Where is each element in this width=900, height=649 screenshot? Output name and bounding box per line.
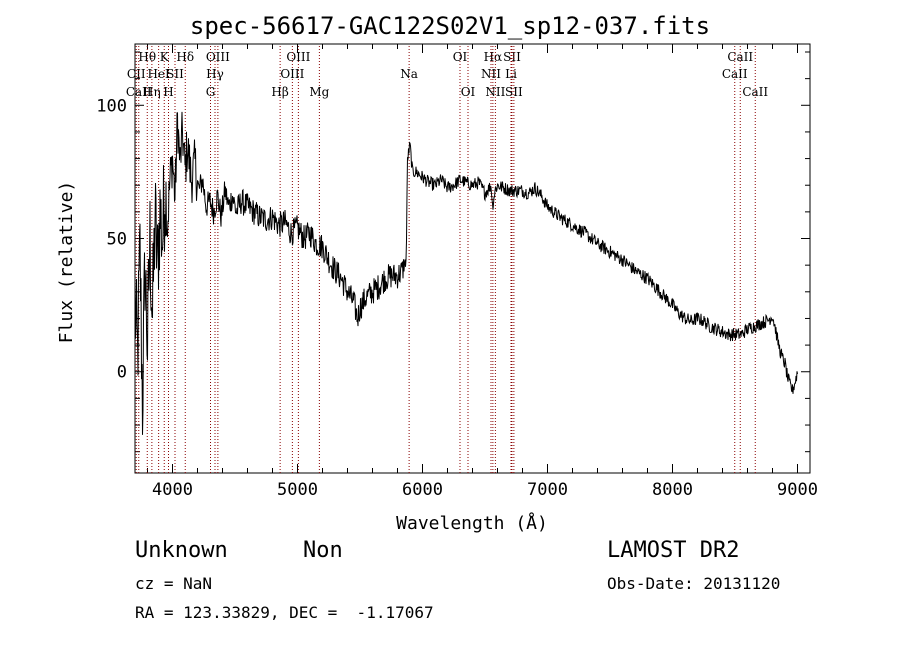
spectral-line-label: Hγ bbox=[206, 67, 224, 81]
spectral-line-label: CaII bbox=[722, 67, 748, 81]
chart-title: spec-56617-GAC122S02V1_sp12-037.fits bbox=[190, 12, 710, 40]
spectral-line-label: Hη bbox=[143, 85, 161, 99]
y-axis-label: Flux (relative) bbox=[56, 181, 77, 344]
spectral-line-label: Hα bbox=[484, 50, 503, 64]
spectral-line-label: OIII bbox=[206, 50, 230, 64]
spectral-line-label: OI bbox=[461, 85, 476, 99]
redshift-label: cz = NaN bbox=[135, 574, 213, 593]
spectral-line-label: CII bbox=[127, 67, 146, 81]
spectral-line-label: Hθ bbox=[138, 50, 156, 64]
spectrum-line bbox=[134, 111, 798, 435]
x-axis-label: Wavelength (Å) bbox=[396, 512, 548, 534]
spectral-line-label: CaII bbox=[742, 85, 768, 99]
x-tick-label: 9000 bbox=[777, 480, 818, 500]
spectral-line-label: NII bbox=[481, 67, 501, 81]
spectral-line-label: H bbox=[163, 85, 173, 99]
y-tick-label: 50 bbox=[107, 230, 127, 250]
spectral-line-label: Na bbox=[400, 67, 418, 81]
spectral-line-label: CaII bbox=[126, 85, 152, 99]
survey-label: LAMOST DR2 bbox=[607, 538, 740, 563]
spectral-line-label: NII bbox=[485, 85, 505, 99]
y-tick-label: 0 bbox=[117, 363, 127, 383]
class-label: Unknown bbox=[135, 538, 228, 563]
obs-date-label: Obs-Date: 20131120 bbox=[607, 574, 781, 593]
plot-frame bbox=[134, 43, 811, 474]
spectral-line-label: CaII bbox=[727, 50, 753, 64]
coordinates-label: RA = 123.33829, DEC = -1.17067 bbox=[135, 603, 434, 622]
x-tick-label: 6000 bbox=[402, 480, 443, 500]
spectral-line-label: Li bbox=[505, 67, 517, 81]
spectral-line-label: SII bbox=[505, 85, 523, 99]
spectral-line-label: OIII bbox=[286, 50, 310, 64]
spectral-line-label: SII bbox=[166, 67, 184, 81]
spectral-line-label: SII bbox=[503, 50, 521, 64]
spectral-line-label: Mg bbox=[309, 85, 329, 99]
x-tick-label: 8000 bbox=[652, 480, 693, 500]
spectral-line-label: OIII bbox=[280, 67, 304, 81]
spectral-line-label: Hβ bbox=[271, 85, 288, 99]
y-tick-label: 100 bbox=[96, 96, 127, 116]
spectral-line-label: Hδ bbox=[176, 50, 194, 64]
x-tick-label: 4000 bbox=[152, 480, 193, 500]
spectral-line-label: G bbox=[206, 85, 216, 99]
spectral-line-label: K bbox=[160, 50, 170, 64]
x-tick-label: 5000 bbox=[277, 480, 318, 500]
subclass-label: Non bbox=[303, 538, 343, 563]
x-tick-label: 7000 bbox=[527, 480, 568, 500]
spectral-line-label: OI bbox=[453, 50, 468, 64]
